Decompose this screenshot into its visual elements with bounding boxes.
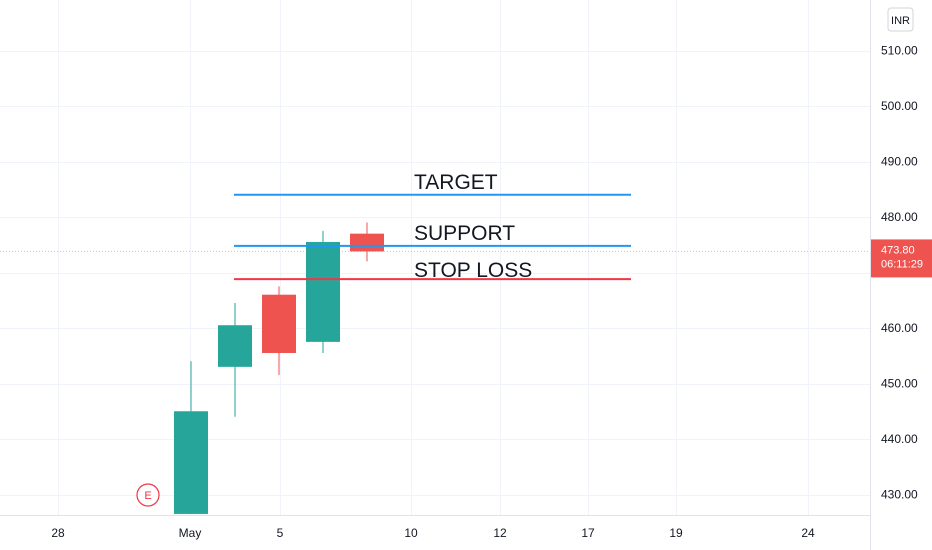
x-tick-label: 10 xyxy=(404,526,418,540)
level-label-stop-loss: STOP LOSS xyxy=(414,259,532,282)
level-label-target: TARGET xyxy=(414,171,498,194)
candles xyxy=(174,222,384,514)
level-label-support: SUPPORT xyxy=(414,222,515,245)
y-tick-label: 430.00 xyxy=(881,488,918,502)
x-tick-label: 24 xyxy=(801,526,815,540)
earnings-marker[interactable]: E xyxy=(136,483,160,507)
candle-body xyxy=(350,233,384,252)
last-price-value: 473.80 xyxy=(881,244,915,256)
x-tick-label: 12 xyxy=(493,526,507,540)
y-tick-label: 490.00 xyxy=(881,155,918,169)
x-tick-label: 5 xyxy=(277,526,284,540)
x-tick-label: 28 xyxy=(51,526,65,540)
y-tick-label: 440.00 xyxy=(881,432,918,446)
candle-body xyxy=(218,325,252,367)
earnings-label: E xyxy=(144,490,151,502)
last-price-countdown: 06:11:29 xyxy=(881,258,923,270)
y-tick-label: 500.00 xyxy=(881,99,918,113)
candle-body xyxy=(306,241,340,342)
y-tick-label: 450.00 xyxy=(881,377,918,391)
candle-body xyxy=(262,294,296,353)
y-tick-label: 480.00 xyxy=(881,210,918,224)
candle-body xyxy=(174,411,208,514)
earnings-icon xyxy=(136,483,160,507)
last-price-badge-bg xyxy=(871,239,932,278)
last-price-badge: 473.80 06:11:29 xyxy=(871,239,932,278)
x-tick-label: 19 xyxy=(669,526,683,540)
x-tick-label: 17 xyxy=(581,526,595,540)
horizontal-levels xyxy=(234,193,631,281)
price-axis[interactable]: 430.00440.00450.00460.00470.00480.00490.… xyxy=(881,44,918,502)
chart-pane-bounds xyxy=(0,0,871,550)
currency-badge[interactable]: INR xyxy=(887,7,914,32)
grid-lines xyxy=(0,0,870,515)
y-tick-label: 460.00 xyxy=(881,321,918,335)
time-axis[interactable]: 28 May 5 10 12 17 19 24 xyxy=(51,526,815,540)
x-tick-label: May xyxy=(179,526,202,540)
y-tick-label: 510.00 xyxy=(881,44,918,58)
currency-label: INR xyxy=(891,15,910,27)
level-annotations: TARGET SUPPORT STOP LOSS xyxy=(414,171,532,282)
